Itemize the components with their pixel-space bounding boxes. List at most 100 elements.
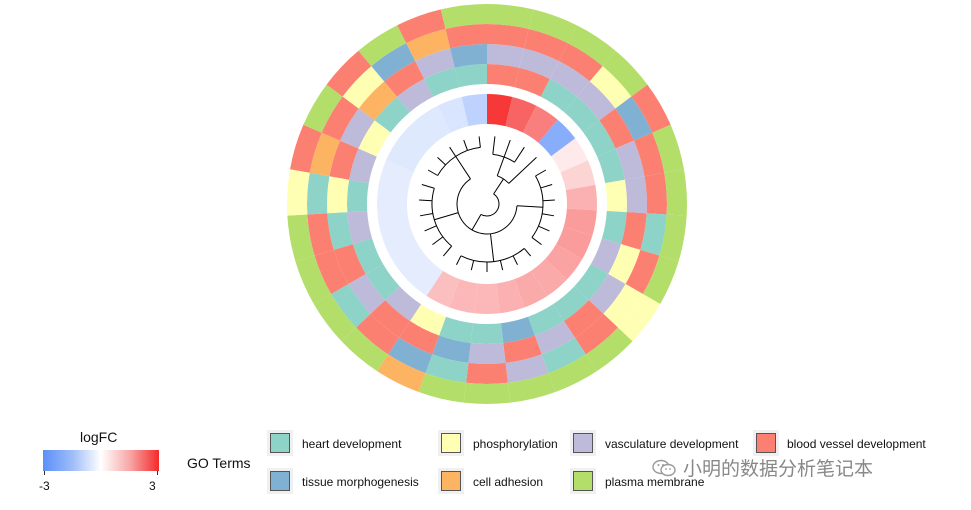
dendrogram-branch — [437, 156, 446, 166]
dendrogram-branch — [499, 260, 504, 271]
dendrogram — [419, 136, 555, 272]
dendrogram-branch — [531, 237, 542, 246]
go-term-cell — [406, 28, 451, 62]
logfc-max-label: 3 — [149, 479, 156, 493]
go-term-cell — [588, 274, 626, 314]
logfc-cell — [530, 258, 568, 296]
dendrogram-branch — [523, 248, 532, 257]
go-term-cell — [567, 25, 616, 67]
logfc-cell — [461, 94, 487, 127]
go-term-cell — [599, 108, 634, 149]
logfc-colorbar — [43, 450, 159, 471]
go-term-cell — [608, 244, 641, 284]
dendrogram-branch — [493, 178, 504, 195]
go-term-cell — [503, 335, 542, 363]
logfc-cell — [449, 279, 478, 314]
go-term-cell — [590, 238, 622, 274]
dendrogram-branch — [427, 169, 438, 176]
go-term-cell — [615, 96, 653, 141]
go-term-cell — [321, 96, 359, 141]
dendrogram-branch — [421, 184, 435, 189]
go-term-cell — [309, 132, 341, 177]
go-term-cell — [548, 354, 597, 392]
logfc-cell — [378, 160, 414, 191]
logfc-cell — [398, 119, 436, 157]
go-term-cell — [415, 48, 455, 79]
go-term-cell — [605, 179, 627, 213]
go-term-cell — [602, 50, 648, 97]
logfc-cell — [426, 270, 460, 308]
go-term-cell — [617, 294, 661, 342]
go-term-cell — [314, 249, 349, 294]
go-term-cell — [340, 108, 375, 149]
go-term-cell — [445, 24, 487, 49]
wechat-icon — [652, 459, 676, 476]
go-term-cell — [549, 61, 590, 97]
go-term-cell — [652, 124, 684, 173]
dendrogram-branch — [489, 233, 495, 262]
dendrogram-branch — [492, 136, 496, 155]
dendrogram-branch — [516, 205, 543, 208]
go-term-cell — [365, 264, 400, 301]
go-term-cell — [352, 238, 384, 274]
go-legend-title: GO Terms — [187, 455, 251, 471]
go-term-cell — [574, 313, 618, 355]
go-key-swatch — [441, 433, 461, 453]
logfc-cell — [487, 94, 513, 127]
dendrogram-branch — [419, 213, 433, 217]
dendrogram-branch — [471, 214, 482, 231]
go-term-cell — [329, 140, 359, 180]
go-term-cell — [295, 255, 332, 304]
logfc-cell — [385, 138, 423, 173]
go-term-cell — [439, 316, 474, 344]
go-term-cell — [589, 66, 632, 109]
logfc-cell — [565, 184, 597, 211]
go-key-swatch — [573, 433, 593, 453]
dendrogram-branch — [514, 146, 525, 163]
go-term-cell — [621, 212, 647, 250]
go-term-cell — [603, 284, 643, 328]
go-term-cell — [358, 81, 398, 121]
logfc-cell — [505, 96, 537, 133]
go-term-cell — [514, 67, 550, 97]
go-term-cell — [331, 284, 371, 328]
go-term-cell — [585, 327, 633, 372]
go-key-label: tissue morphogenesis — [302, 475, 419, 489]
go-term-cell — [341, 327, 389, 372]
dendrogram-branch — [540, 184, 553, 189]
go-term-cell — [500, 316, 535, 344]
go-term-cell — [642, 255, 679, 304]
logfc-tick-min — [44, 471, 45, 475]
go-term-cell — [418, 373, 467, 403]
dendrogram-branch — [434, 212, 459, 221]
go-term-cell — [552, 286, 589, 321]
logfc-cell — [538, 119, 576, 157]
dendrogram-branch — [470, 260, 475, 271]
dendrogram-arc — [480, 193, 500, 217]
go-term-cell — [487, 44, 524, 68]
logfc-cell — [381, 226, 418, 259]
logfc-min-label: -3 — [39, 479, 50, 493]
dendrogram-branch — [538, 225, 550, 232]
dendrogram-branch — [419, 199, 433, 202]
go-term-cell — [519, 48, 559, 79]
logfc-cell — [556, 226, 593, 259]
logfc-cell — [551, 138, 589, 173]
go-term-cell — [358, 120, 391, 157]
go-term-cell — [384, 61, 425, 97]
go-term-cell — [466, 362, 508, 384]
go-term-cell — [540, 78, 577, 113]
go-term-cell — [313, 294, 357, 342]
go-term-cell — [633, 132, 665, 177]
dendrogram-branch — [512, 255, 518, 265]
dendrogram-branch — [449, 146, 457, 157]
dendrogram-arc — [456, 178, 518, 235]
go-term-cell — [487, 24, 529, 49]
go-term-cell — [659, 214, 687, 262]
logfc-legend-title: logFC — [80, 429, 118, 445]
go-term-cell — [470, 323, 504, 344]
go-key-swatch — [756, 433, 776, 453]
logfc-cell — [514, 270, 548, 308]
go-term-cell — [388, 337, 433, 374]
